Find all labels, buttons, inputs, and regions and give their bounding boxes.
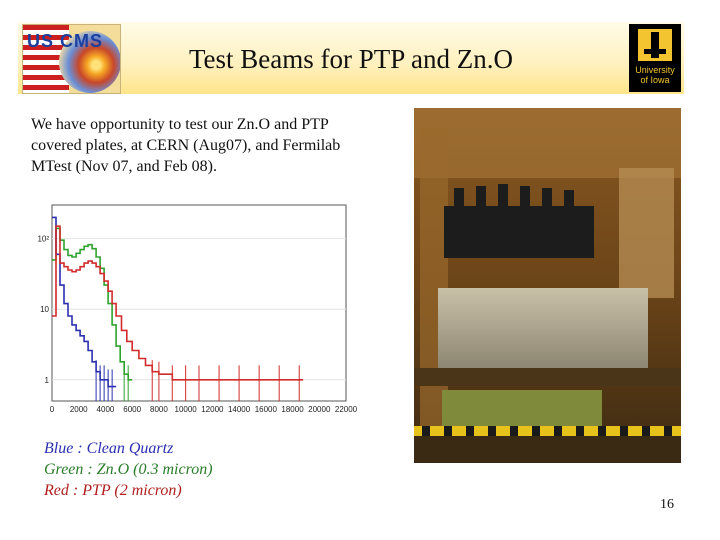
y-tick-label: 10²: [37, 235, 49, 244]
x-tick-label: 12000: [201, 405, 224, 414]
series-blue: [52, 216, 117, 388]
legend-blue: Blue : Clean Quartz: [44, 440, 174, 457]
x-tick-labels: 0 2000 4000 6000 8000 10000 12000 14000 16000 180…: [50, 405, 358, 414]
test-beam-photo: [414, 108, 681, 463]
header-band: Test Beams for PTP and Zn.O: [18, 22, 684, 94]
x-tick-label: 2000: [70, 405, 88, 414]
x-tick-label: 6000: [123, 405, 141, 414]
particle-burst-icon: [59, 31, 120, 93]
photo-cart: [442, 390, 602, 430]
photo-ceiling-structure: [414, 108, 681, 178]
y-tick-label: 1: [45, 376, 50, 385]
x-tick-label: 0: [50, 405, 55, 414]
photo-hazard-stripe: [414, 426, 681, 436]
x-tick-label: 20000: [308, 405, 331, 414]
logo-line-university: University: [635, 65, 675, 75]
x-tick-label: 14000: [228, 405, 251, 414]
histogram-legend: Blue : Clean Quartz Green : Zn.O (0.3 mi…: [44, 438, 213, 501]
x-tick-label: 18000: [281, 405, 304, 414]
legend-green: Green : Zn.O (0.3 micron): [44, 461, 213, 478]
y-tick-labels: 1 10 10²: [37, 235, 49, 385]
photo-hazard-marks: [422, 426, 672, 436]
photo-floor: [414, 436, 681, 463]
x-tick-label: 8000: [150, 405, 168, 414]
photo-right-rack: [619, 168, 674, 298]
us-cms-logo: US CMS: [22, 24, 121, 94]
x-tick-label: 4000: [97, 405, 115, 414]
us-cms-logo-text: US CMS: [27, 31, 104, 51]
page-number: 16: [660, 497, 674, 512]
old-capitol-icon: [638, 29, 672, 61]
x-tick-label: 16000: [255, 405, 278, 414]
photo-quartz-block: [438, 288, 648, 368]
logo-line-of-iowa: of Iowa: [640, 75, 670, 85]
slide-title: Test Beams for PTP and Zn.O: [188, 44, 514, 74]
series-green: [52, 227, 133, 381]
histogram-series: [52, 216, 304, 401]
x-tick-label: 22000: [335, 405, 358, 414]
photo-pmt-array: [444, 184, 594, 258]
x-tick-label: 10000: [175, 405, 198, 414]
adc-histogram: 1 10 10² 0 2000 4000 6000 8000 10000 12000 14000 1…: [37, 204, 358, 414]
y-tick-label: 10: [40, 305, 49, 314]
legend-red: Red : PTP (2 micron): [44, 482, 182, 499]
body-paragraph: We have opportunity to test our Zn.O and…: [31, 116, 341, 175]
university-of-iowa-logo: University of Iowa: [629, 24, 681, 92]
series-red: [52, 225, 304, 381]
photo-table-top: [414, 368, 681, 386]
